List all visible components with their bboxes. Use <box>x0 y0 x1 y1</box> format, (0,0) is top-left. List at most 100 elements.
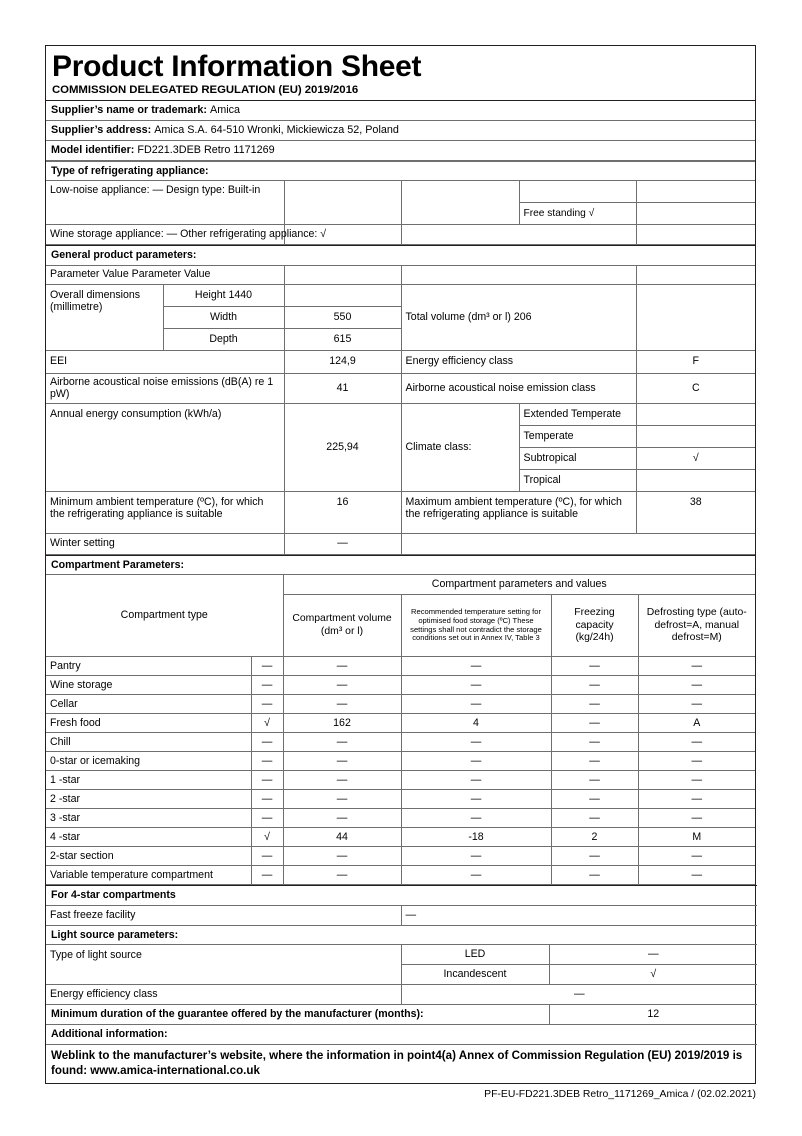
wine-storage-type-row: Wine storage appliance: — Other refriger… <box>46 224 756 246</box>
led-value: — <box>548 944 757 966</box>
noise-label: Airborne acoustical noise emissions (dB(… <box>46 372 285 404</box>
supplier-table: Supplier’s name or trademark: Amica Supp… <box>46 101 755 161</box>
compartment-freezing-5: — <box>550 751 639 772</box>
noise-class-value: C <box>635 372 756 404</box>
height-row: Overall dimensions (millimetre) Height 1… <box>46 283 756 351</box>
compartment-present-5: — <box>250 751 284 772</box>
compartment-freezing-7: — <box>550 789 639 810</box>
additional-information-label: Additional information: <box>46 1024 757 1046</box>
width-row: Width 550 <box>46 305 755 329</box>
compartment-volume-10: — <box>282 846 402 867</box>
compartment-column-header-row: Compartment volume (dm³ or l) Recommende… <box>46 594 755 658</box>
guarantee-value: 12 <box>548 1004 757 1026</box>
appliance-blank-2 <box>400 180 520 203</box>
title-row: Product Information Sheet COMMISSION DEL… <box>46 46 755 102</box>
compartment-defrost-10: — <box>637 846 755 867</box>
compartment-volume-4: — <box>282 732 402 753</box>
ambient-temperature-row: Minimum ambient temperature (ºC), for wh… <box>46 490 756 534</box>
light-source-section-label: Light source parameters: <box>46 924 757 946</box>
compartment-defrost-7: — <box>637 789 755 810</box>
appliance-blank-5 <box>46 202 285 226</box>
model-identifier-cell: Model identifier: FD221.3DEB Retro 11712… <box>46 139 755 161</box>
compartment-type-8: 3 -star <box>46 808 252 829</box>
compartment-temp-3: 4 <box>400 713 552 734</box>
low-noise-row: Low-noise appliance: — Design type: Buil… <box>46 180 756 203</box>
incandescent-value: √ <box>548 964 757 986</box>
compartment-temp-7: — <box>400 789 552 810</box>
depth-row: Depth 615 <box>46 327 755 351</box>
table-row: 0-star or icemaking — — — — — <box>46 751 755 772</box>
energy-efficiency-class-value: F <box>635 349 756 374</box>
winter-setting-value: — <box>283 532 402 555</box>
table-row: Variable temperature compartment — — — —… <box>46 865 755 886</box>
appliance-blank-6 <box>283 202 402 226</box>
appliance-blank-11 <box>635 224 756 246</box>
compartment-type-header: Compartment type <box>46 574 284 658</box>
climate-class-value-0 <box>635 402 756 426</box>
compartment-type-5: 0-star or icemaking <box>46 751 252 772</box>
depth-label: Depth <box>162 327 285 351</box>
table-row: 4 -star √ 44 -18 2 M <box>46 827 755 848</box>
compartment-temp-6: — <box>400 770 552 791</box>
weblink-row: Weblink to the manufacturer’s website, w… <box>46 1044 757 1084</box>
title-table: Product Information Sheet COMMISSION DEL… <box>46 46 755 102</box>
supplier-address-label: Supplier’s address: <box>51 124 152 137</box>
incandescent-label: Incandescent <box>400 964 550 986</box>
compartment-volume-0: — <box>282 656 402 677</box>
climate-class-name-2: Subtropical <box>518 446 637 470</box>
compartment-defrost-0: — <box>637 656 755 677</box>
compartment-type-4: Chill <box>46 732 252 753</box>
light-source-eec-row: Energy efficiency class — <box>46 984 757 1006</box>
climate-class-value-1 <box>635 424 756 448</box>
fast-freeze-row: Fast freeze facility — <box>46 904 757 926</box>
table-row: Chill — — — — — <box>46 732 755 753</box>
compartment-freezing-1: — <box>550 675 639 696</box>
compartment-temp-8: — <box>400 808 552 829</box>
climate-class-value-3 <box>635 468 756 492</box>
winter-setting-row: Winter setting — <box>46 532 756 555</box>
general-section-label: General product parameters: <box>46 245 756 266</box>
general-blank-2 <box>400 264 637 285</box>
appliance-blank-10 <box>400 224 637 246</box>
supplier-address-row: Supplier’s address: Amica S.A. 64-510 Wr… <box>46 120 755 141</box>
table-row: 2-star section — — — — — <box>46 846 755 867</box>
compartment-defrost-header: Defrosting type (auto-defrost=A, manual … <box>637 594 755 658</box>
compartment-temp-1: — <box>400 675 552 696</box>
compartment-present-10: — <box>250 846 284 867</box>
compartment-volume-11: — <box>282 865 402 886</box>
compartment-defrost-9: M <box>637 827 755 848</box>
sheet-border: Product Information Sheet COMMISSION DEL… <box>45 45 757 1085</box>
free-standing-cell: Free standing √ <box>518 202 637 226</box>
light-source-led-row: Type of light source LED — <box>46 944 757 986</box>
compartment-present-3: √ <box>250 713 284 734</box>
supplier-address-cell: Supplier’s address: Amica S.A. 64-510 Wr… <box>46 120 755 141</box>
table-row: 1 -star — — — — — <box>46 770 755 791</box>
wine-storage-type-text: Wine storage appliance: — Other refriger… <box>50 228 327 241</box>
compartment-defrost-5: — <box>637 751 755 772</box>
general-blank-3 <box>635 264 756 285</box>
climate-class-name-1: Temperate <box>518 424 637 448</box>
eei-value: 124,9 <box>283 349 402 374</box>
compartment-defrost-1: — <box>637 675 755 696</box>
compartment-present-6: — <box>250 770 284 791</box>
compartment-volume-2: — <box>282 694 402 715</box>
table-row: Pantry — — — — — <box>46 656 755 677</box>
general-blank-1 <box>283 264 402 285</box>
compartment-freezing-4: — <box>550 732 639 753</box>
compartment-defrost-4: — <box>637 732 755 753</box>
appliance-blank-8 <box>635 202 756 226</box>
compartment-section-label: Compartment Parameters: <box>46 554 755 576</box>
annual-energy-label: Annual energy consumption (kWh/a) <box>46 402 285 492</box>
compartment-type-1: Wine storage <box>46 675 252 696</box>
compartment-defrost-6: — <box>637 770 755 791</box>
compartment-volume-3: 162 <box>282 713 402 734</box>
eei-row: EEI 124,9 Energy efficiency class F <box>46 349 756 374</box>
eei-label: EEI <box>46 349 285 374</box>
compartment-parameters-table: Compartment Parameters: Compartment type… <box>46 554 755 886</box>
wine-storage-type-cell: Wine storage appliance: — Other refriger… <box>46 224 326 246</box>
compartment-freezing-header: Freezing capacity (kg/24h) <box>550 594 639 658</box>
overall-dimensions-label: Overall dimensions (millimetre) <box>46 283 164 351</box>
winter-setting-label: Winter setting <box>46 532 285 555</box>
compartment-present-9: √ <box>250 827 284 848</box>
